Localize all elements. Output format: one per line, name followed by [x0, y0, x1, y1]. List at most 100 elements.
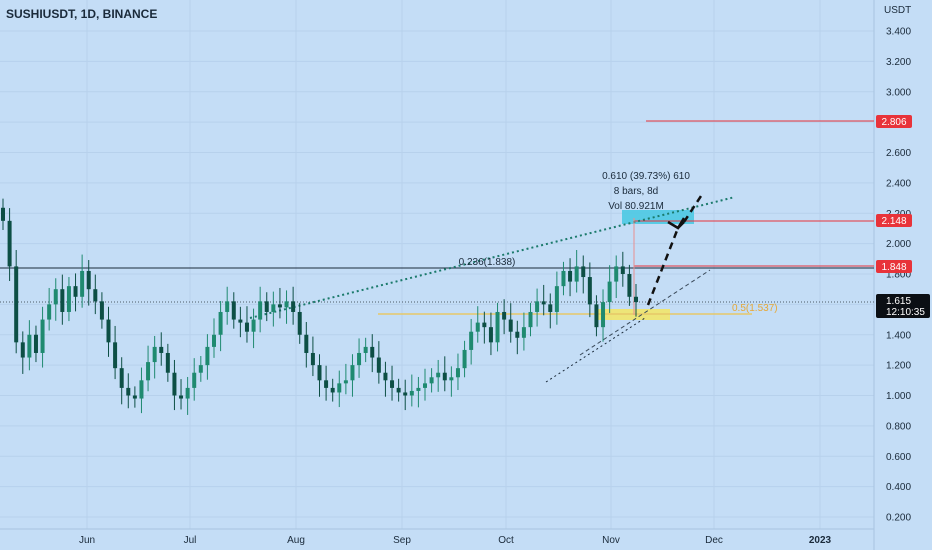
- y-tick-label: 0.600: [886, 452, 911, 463]
- candle-body: [350, 365, 355, 381]
- candle-body: [462, 349, 467, 369]
- candle-body: [561, 270, 566, 287]
- candle-body: [66, 286, 71, 312]
- candle-body: [192, 372, 197, 388]
- y-tick-label: 1.000: [886, 391, 911, 402]
- candle-body: [495, 311, 500, 343]
- price-tag-bg: [876, 214, 912, 227]
- candle-body: [581, 266, 586, 278]
- candle-body: [594, 304, 599, 328]
- candle-body: [475, 322, 480, 332]
- candle-body: [370, 346, 375, 358]
- candle-body: [225, 301, 230, 312]
- x-tick-label: 2023: [809, 535, 832, 546]
- upper-trendline[interactable]: [249, 196, 736, 319]
- candle-body: [27, 334, 32, 358]
- y-tick-label: 2.600: [886, 148, 911, 159]
- candle-body: [482, 322, 487, 328]
- candle-body: [469, 331, 474, 350]
- candle-body: [119, 368, 124, 388]
- candle-body: [488, 327, 493, 343]
- candle-body: [548, 304, 553, 312]
- y-tick-label: 2.400: [886, 178, 911, 189]
- candle-body: [627, 274, 632, 297]
- candle-body: [442, 372, 447, 381]
- candle-body: [185, 387, 190, 399]
- measure-label-1: 0.610 (39.73%) 610: [602, 171, 690, 182]
- candle-body: [614, 266, 619, 282]
- y-tick-label: 0.800: [886, 421, 911, 432]
- candle-body: [403, 392, 408, 396]
- candle-body: [502, 311, 507, 320]
- candle-body: [99, 301, 104, 320]
- candle-body: [165, 352, 170, 373]
- candle-body: [80, 270, 85, 297]
- current-price-bg: [876, 294, 930, 318]
- candle-body: [304, 334, 309, 353]
- candle-body: [198, 365, 203, 373]
- candle-body: [146, 362, 151, 381]
- x-tick-label: Sep: [393, 535, 411, 546]
- candle-body: [390, 380, 395, 388]
- candle-body: [357, 352, 362, 366]
- candle-body: [620, 266, 625, 274]
- x-tick-label: Nov: [602, 535, 620, 546]
- price-tag-bg: [876, 260, 912, 273]
- y-tick-label: 0.200: [886, 513, 911, 524]
- price-tag-bg: [876, 115, 912, 128]
- candle-body: [126, 387, 131, 396]
- candle-body: [93, 289, 98, 302]
- candle-body: [436, 372, 441, 378]
- candle-body: [528, 311, 533, 328]
- candle-body: [271, 304, 276, 312]
- fib-0236-label: 0.236(1.838): [459, 257, 516, 268]
- candle-body: [568, 270, 573, 282]
- x-tick-label: Jun: [79, 535, 95, 546]
- candle-body: [113, 342, 118, 369]
- current-price-text: 1.615: [886, 296, 911, 307]
- candle-body: [423, 383, 427, 388]
- candle-body: [601, 302, 606, 328]
- currency-label: USDT: [884, 5, 911, 16]
- projection-arrow-down: [682, 195, 703, 223]
- candle-body: [324, 380, 329, 388]
- y-tick-label: 0.400: [886, 482, 911, 493]
- candle-body: [106, 319, 111, 343]
- candle-body: [291, 301, 296, 312]
- x-tick-label: Dec: [705, 535, 723, 546]
- candle-body: [172, 372, 177, 396]
- countdown-text: 12:10:35: [886, 307, 925, 318]
- candle-body: [607, 281, 612, 303]
- candle-body: [455, 368, 460, 378]
- channel-line[interactable]: [579, 269, 711, 356]
- y-tick-label: 1.800: [886, 270, 911, 281]
- y-tick-label: 3.000: [886, 87, 911, 98]
- candle-body: [238, 319, 243, 323]
- price-tag-1848: 1.848: [876, 260, 912, 273]
- candle-body: [330, 387, 335, 393]
- measure-label-3: Vol 80.921M: [608, 201, 664, 212]
- candle-body: [634, 296, 638, 303]
- candle-body: [521, 327, 526, 338]
- price-tag-text: 1.848: [881, 262, 906, 273]
- x-tick-label: Oct: [498, 535, 514, 546]
- candle-body: [1, 207, 5, 221]
- candle-body: [33, 334, 38, 353]
- candle-body: [297, 311, 302, 335]
- candle-body: [73, 286, 78, 297]
- candle-body: [363, 346, 368, 353]
- candle-body: [179, 395, 184, 399]
- candle-body: [310, 352, 315, 366]
- x-tick-label: Aug: [287, 535, 305, 546]
- candle-body: [409, 390, 414, 396]
- projection-arrow-up[interactable]: [646, 227, 680, 306]
- time-axis[interactable]: Jun Jul Aug Sep Oct Nov Dec 2023: [79, 535, 832, 546]
- y-tick-label: 1.400: [886, 330, 911, 341]
- candle-body: [284, 301, 289, 308]
- symbol-title: SUSHIUSDT, 1D, BINANCE: [6, 7, 157, 21]
- candle-body: [159, 346, 164, 353]
- candles-group: [1, 198, 638, 415]
- candle-body: [20, 342, 25, 358]
